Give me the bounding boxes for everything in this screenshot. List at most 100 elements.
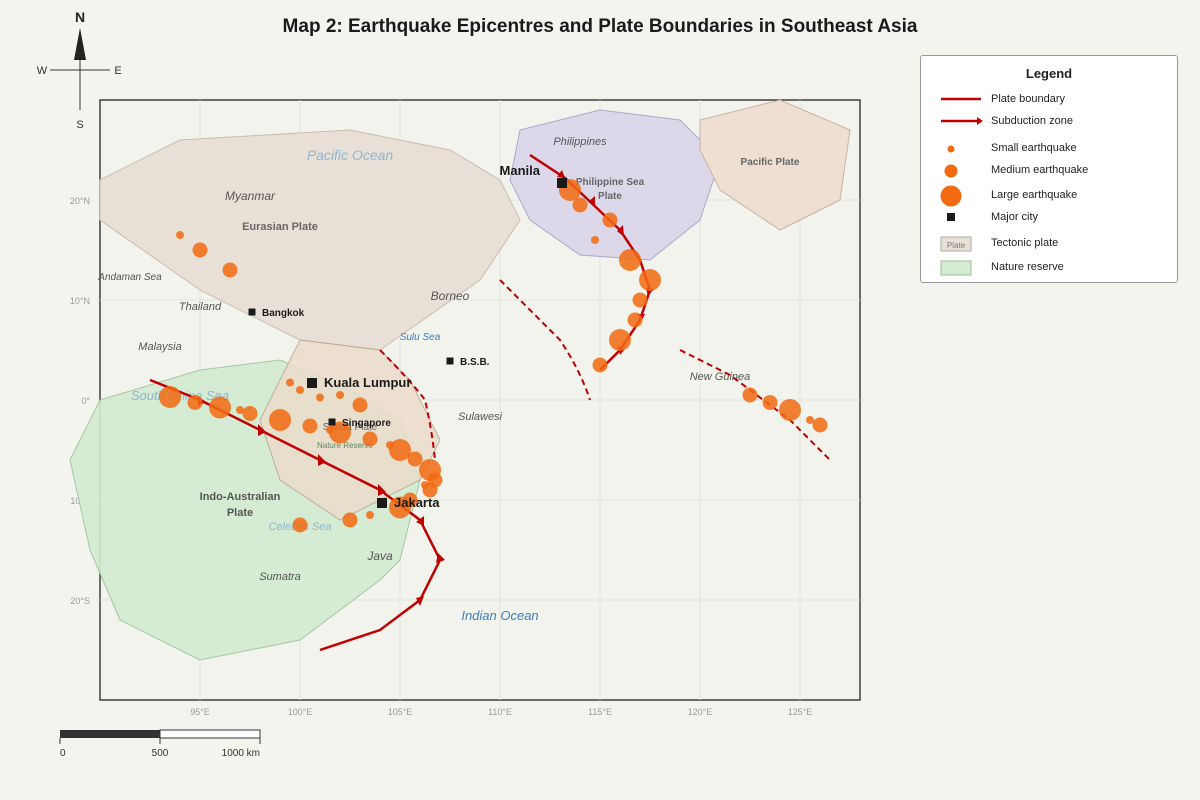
- pacific-plate: [699, 99, 851, 231]
- legend: Legend Plate boundary Subduction zone Sm…: [920, 55, 1178, 283]
- label-indian-ocean: Indian Ocean: [461, 608, 538, 623]
- medium-earthquake-marker: [812, 417, 828, 433]
- small-earthquake-marker: [316, 393, 324, 402]
- nature-reserve-icon: [940, 260, 972, 276]
- small-earthquake-marker: [176, 231, 184, 239]
- small-earthquake-marker: [296, 386, 304, 394]
- label-philippine-sea-plate: Philippine Sea: [576, 177, 645, 188]
- subduction-arrow-icon: [588, 196, 595, 205]
- small-earthquake-marker: [591, 236, 599, 244]
- medium-earthquake-marker: [742, 387, 758, 403]
- tectonic-plate-icon: Plate: [940, 236, 972, 252]
- large-earthquake-marker: [609, 329, 631, 351]
- label-philippines: Philippines: [553, 136, 607, 148]
- legend-item-nature-reserve: Nature reserve: [921, 258, 1177, 278]
- label-borneo: Borneo: [431, 289, 470, 303]
- legend-item-major-city: Major city: [921, 208, 1177, 228]
- legend-label: Large earthquake: [991, 189, 1078, 201]
- medium-earthquake-marker: [602, 212, 618, 228]
- subduction-arrow-icon: [318, 454, 326, 466]
- major-city-marker: [307, 378, 317, 388]
- subduction-arrow-icon: [378, 484, 386, 496]
- small-earthquake-icon: [947, 145, 955, 153]
- large-earthquake-marker: [619, 249, 641, 271]
- label-pacific-ocean: Pacific Ocean: [307, 147, 394, 163]
- legend-label: Tectonic plate: [991, 237, 1059, 249]
- major-city-icon: [947, 213, 955, 221]
- label-myanmar: Myanmar: [225, 189, 276, 203]
- label-sumatra: Sumatra: [259, 571, 301, 583]
- lon-tick: 115°E: [588, 707, 612, 717]
- small-earthquake-marker: [336, 391, 344, 399]
- city-layer: Manila Bangkok B.S.B. Kuala Lumpur Singapore…: [248, 163, 567, 510]
- plate-boundary-dashed: [499, 279, 591, 401]
- legend-item-medium-earthquake: Medium earthquake: [921, 161, 1177, 181]
- tectonic-plate-sample: Plate: [947, 241, 966, 250]
- legend-label: Plate boundary: [991, 93, 1065, 105]
- legend-item-subduction-zone: Subduction zone: [921, 112, 1177, 132]
- label-pacific-plate: Pacific Plate: [741, 157, 800, 168]
- label-philippine-sea-plate: Plate: [598, 191, 622, 202]
- eurasian-plate: [99, 129, 521, 351]
- plate-boundary-dashed: [679, 349, 831, 461]
- major-city-marker: [377, 498, 387, 508]
- large-earthquake-marker: [389, 496, 411, 519]
- legend-label: Subduction zone: [991, 115, 1073, 127]
- philippine-sea-plate: [509, 109, 721, 261]
- large-earthquake-marker: [159, 386, 181, 408]
- medium-earthquake-icon: [944, 164, 958, 178]
- subduction-arrow-icon: [436, 553, 445, 563]
- subduction-arrow-icon: [416, 516, 424, 526]
- small-earthquake-marker: [366, 511, 374, 519]
- label-thailand: Thailand: [179, 301, 222, 313]
- label-indo-australian-plate: Plate: [227, 507, 253, 519]
- large-earthquake-marker: [209, 396, 231, 419]
- label-new-guinea: New Guinea: [690, 371, 751, 383]
- label-sulawesi: Sulawesi: [458, 411, 503, 423]
- lon-tick: 110°E: [488, 707, 512, 717]
- map-title: Map 2: Earthquake Epicentres and Plate B…: [282, 16, 918, 37]
- city-label: Kuala Lumpur: [324, 375, 411, 390]
- label-andaman-sea: Andaman Sea: [97, 272, 162, 283]
- label-indo-australian-plate: Indo-Australian: [200, 491, 281, 503]
- lon-tick: 105°E: [388, 707, 413, 717]
- lon-tick: 120°E: [688, 707, 713, 717]
- large-earthquake-marker: [779, 399, 801, 421]
- lon-tick: 95°E: [190, 707, 210, 717]
- medium-earthquake-marker: [292, 517, 308, 533]
- north-arrow-icon: [74, 28, 86, 60]
- scale-bar: 0 500 1000 km: [59, 729, 261, 759]
- compass: N S W E: [37, 9, 122, 131]
- lat-tick: 20°S: [70, 596, 90, 606]
- legend-title: Legend: [1025, 66, 1073, 81]
- medium-earthquake-marker: [192, 242, 208, 258]
- major-city-marker: [557, 178, 567, 188]
- medium-earthquake-marker: [572, 197, 588, 213]
- city-label: Singapore: [342, 418, 391, 429]
- medium-earthquake-marker: [352, 397, 368, 413]
- city-label: B.S.B.: [460, 357, 490, 368]
- earthquake-layer: [159, 179, 828, 533]
- small-earthquake-marker: [236, 406, 244, 414]
- lon-tick: 125°E: [788, 707, 813, 717]
- compass-n: N: [75, 9, 85, 25]
- legend-label: Medium earthquake: [991, 164, 1089, 176]
- compass-s: S: [76, 119, 83, 131]
- legend-item-tectonic-plate: Plate Tectonic plate: [921, 234, 1177, 254]
- city-label: Manila: [500, 163, 541, 178]
- compass-w: W: [37, 65, 48, 77]
- medium-earthquake-marker: [187, 395, 203, 410]
- medium-earthquake-marker: [242, 406, 258, 421]
- lat-tick: 0°: [81, 396, 90, 406]
- medium-earthquake-marker: [627, 312, 643, 328]
- large-earthquake-icon: [940, 185, 962, 207]
- plate-boundary-icon: [941, 97, 981, 101]
- medium-earthquake-marker: [632, 292, 648, 308]
- large-earthquake-marker: [329, 421, 351, 444]
- small-earthquake-marker: [806, 416, 814, 424]
- medium-earthquake-marker: [342, 512, 358, 528]
- label-eurasian-plate: Eurasian Plate: [242, 221, 318, 233]
- legend-label: Nature reserve: [991, 261, 1064, 273]
- label-sulu-sea: Sulu Sea: [400, 332, 441, 343]
